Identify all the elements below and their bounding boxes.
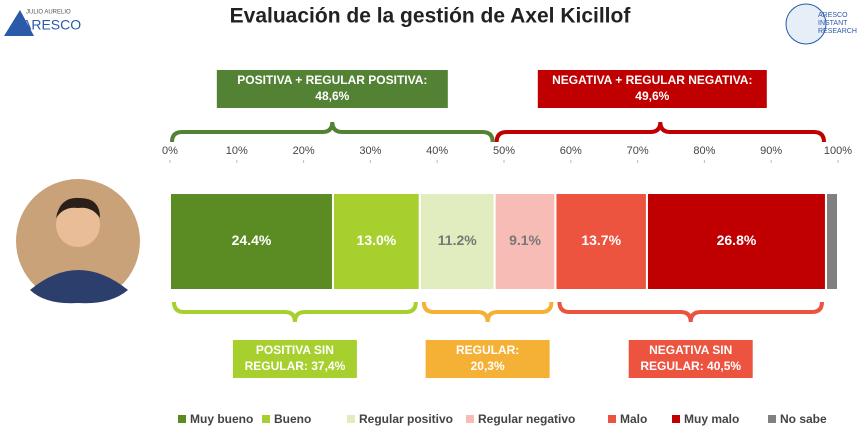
x-tick-label: 100%	[824, 145, 852, 157]
logo-mark	[4, 10, 34, 36]
value-label: 9.1%	[509, 232, 541, 248]
x-tick-label: 50%	[493, 145, 515, 157]
annotation-text: NEGATIVA + REGULAR NEGATIVA:	[552, 73, 752, 87]
legend-swatch	[608, 415, 616, 423]
portrait	[16, 179, 140, 304]
bar-segment	[493, 192, 557, 291]
legend-swatch	[178, 415, 186, 423]
bracket	[557, 301, 824, 323]
legend-swatch	[347, 415, 355, 423]
legend-label: Regular positivo	[359, 412, 453, 426]
bracket	[170, 121, 495, 143]
x-tick-label: 70%	[627, 145, 649, 157]
annotation-text: 48,6%	[315, 89, 349, 103]
bar-segment	[645, 192, 827, 291]
legend-swatch	[466, 415, 474, 423]
annotation-box	[216, 70, 448, 108]
x-tick-label: 10%	[226, 145, 248, 157]
x-tick-label: 30%	[359, 145, 381, 157]
annotation-text: 49,6%	[635, 89, 669, 103]
logo-text: ARESCO	[22, 17, 81, 33]
annotation-text: REGULAR: 37,4%	[245, 359, 346, 373]
annotation-box	[537, 70, 767, 108]
annotation-text: NEGATIVA SIN	[649, 343, 732, 357]
value-label: 11.2%	[438, 232, 477, 248]
chart-title: Evaluación de la gestión de Axel Kicillo…	[230, 5, 632, 28]
legend-label: Regular negativo	[478, 412, 575, 426]
annotation-text: POSITIVA + REGULAR POSITIVA:	[237, 73, 427, 87]
bar-segment	[824, 192, 840, 291]
logo-text: INSTANT	[818, 20, 848, 27]
portrait-head	[56, 203, 100, 247]
x-tick-label: 40%	[426, 145, 448, 157]
legend-swatch	[262, 415, 270, 423]
logo-text: ARESCO	[818, 12, 848, 19]
bracket	[494, 121, 826, 143]
bar-segment	[554, 192, 648, 291]
annotation-text: POSITIVA SIN	[256, 343, 334, 357]
logo-left: JULIO AURELIO ARESCO	[4, 10, 81, 36]
x-tick-label: 0%	[162, 145, 178, 157]
legend-swatch	[672, 415, 680, 423]
logo-mark	[785, 3, 827, 45]
annotation-box	[425, 340, 550, 378]
legend-label: Muy bueno	[190, 412, 253, 426]
value-label: 24.4%	[232, 232, 272, 248]
legend-swatch	[768, 415, 776, 423]
logo-text: RESEARCH	[818, 28, 857, 35]
x-tick-label: 20%	[293, 145, 315, 157]
portrait-hair	[56, 197, 100, 218]
legend-label: Malo	[620, 412, 647, 426]
value-label: 13.0%	[357, 232, 397, 248]
bar-segment	[418, 192, 496, 291]
value-label: 13.7%	[581, 232, 621, 248]
portrait-body	[30, 270, 128, 304]
annotation-box	[232, 340, 357, 378]
legend-label: Muy malo	[684, 412, 739, 426]
bracket	[421, 301, 554, 323]
legend-label: No sabe	[780, 412, 827, 426]
legend-label: Bueno	[274, 412, 311, 426]
x-tick-label: 90%	[760, 145, 782, 157]
logo-text: JULIO AURELIO	[26, 10, 71, 16]
annotation-text: REGULAR:	[456, 343, 519, 357]
value-label: 26.8%	[717, 232, 757, 248]
x-tick-label: 80%	[693, 145, 715, 157]
annotation-box	[628, 340, 753, 378]
annotation-text: REGULAR: 40,5%	[640, 359, 741, 373]
bracket	[172, 301, 418, 323]
annotation-text: 20,3%	[471, 359, 505, 373]
logo-right: ARESCO INSTANT RESEARCH	[785, 3, 857, 45]
x-tick-label: 60%	[560, 145, 582, 157]
